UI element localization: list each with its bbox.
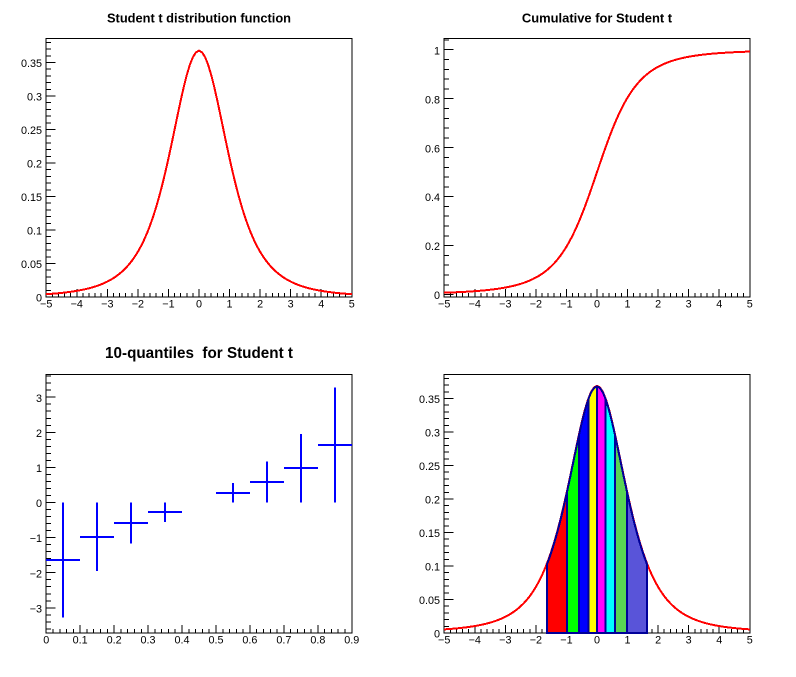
svg-text:4: 4	[716, 299, 722, 311]
svg-text:0.25: 0.25	[21, 125, 42, 137]
svg-text:0.7: 0.7	[276, 635, 291, 647]
svg-text:−5: −5	[438, 635, 450, 647]
svg-text:0.15: 0.15	[21, 192, 42, 204]
svg-text:0.2: 0.2	[425, 241, 440, 253]
svg-text:1: 1	[625, 635, 631, 647]
svg-text:10-quantiles for Student t: 10-quantiles for Student t	[105, 345, 293, 362]
svg-text:−2: −2	[132, 299, 144, 311]
svg-text:0: 0	[36, 498, 42, 510]
svg-text:−1: −1	[560, 635, 572, 647]
svg-text:0.8: 0.8	[425, 94, 440, 106]
svg-text:1: 1	[625, 299, 631, 311]
svg-text:0.15: 0.15	[419, 528, 440, 540]
svg-text:−5: −5	[438, 299, 450, 311]
svg-text:Cumulative for Student t: Cumulative for Student t	[522, 10, 673, 25]
svg-text:3: 3	[36, 393, 42, 405]
svg-text:0.35: 0.35	[419, 394, 440, 406]
svg-text:0.05: 0.05	[419, 595, 440, 607]
svg-text:−3: −3	[499, 635, 511, 647]
svg-text:Student t distribution functio: Student t distribution function	[107, 10, 291, 25]
svg-text:0.35: 0.35	[21, 58, 42, 70]
svg-text:−1: −1	[560, 299, 572, 311]
svg-text:−2: −2	[530, 299, 542, 311]
svg-text:1: 1	[227, 299, 233, 311]
svg-text:−4: −4	[71, 299, 83, 311]
svg-text:5: 5	[349, 299, 355, 311]
svg-text:0.25: 0.25	[419, 461, 440, 473]
svg-text:0.4: 0.4	[425, 192, 440, 204]
svg-text:2: 2	[36, 428, 42, 440]
svg-text:0.1: 0.1	[425, 562, 440, 574]
svg-text:0.9: 0.9	[344, 635, 359, 647]
svg-text:−3: −3	[101, 299, 113, 311]
svg-text:2: 2	[655, 299, 661, 311]
svg-text:−3: −3	[30, 603, 42, 615]
svg-text:0.6: 0.6	[425, 143, 440, 155]
svg-text:0: 0	[434, 290, 440, 302]
svg-text:0.1: 0.1	[73, 635, 88, 647]
svg-text:5: 5	[747, 299, 753, 311]
svg-text:0.05: 0.05	[21, 259, 42, 271]
svg-text:0.5: 0.5	[208, 635, 223, 647]
svg-text:−4: −4	[469, 299, 481, 311]
svg-text:1: 1	[434, 45, 440, 57]
svg-text:2: 2	[655, 635, 661, 647]
svg-text:3: 3	[288, 299, 294, 311]
svg-text:0.2: 0.2	[107, 635, 122, 647]
svg-text:3: 3	[686, 299, 692, 311]
svg-text:0.2: 0.2	[425, 495, 440, 507]
svg-text:0.3: 0.3	[141, 635, 156, 647]
svg-text:0.3: 0.3	[27, 92, 42, 104]
svg-text:−3: −3	[499, 299, 511, 311]
svg-text:2: 2	[257, 299, 263, 311]
svg-text:−5: −5	[40, 299, 52, 311]
svg-text:4: 4	[716, 635, 722, 647]
svg-text:0: 0	[594, 299, 600, 311]
svg-text:1: 1	[36, 463, 42, 475]
svg-text:4: 4	[318, 299, 324, 311]
svg-text:−2: −2	[530, 635, 542, 647]
svg-text:0: 0	[43, 635, 49, 647]
svg-text:−1: −1	[162, 299, 174, 311]
svg-text:−1: −1	[30, 533, 42, 545]
svg-text:0.3: 0.3	[425, 428, 440, 440]
svg-text:0.8: 0.8	[310, 635, 325, 647]
svg-text:0.4: 0.4	[175, 635, 190, 647]
svg-text:5: 5	[747, 635, 753, 647]
svg-text:0.6: 0.6	[242, 635, 257, 647]
svg-text:0.1: 0.1	[27, 226, 42, 238]
svg-text:0: 0	[434, 629, 440, 641]
svg-text:3: 3	[686, 635, 692, 647]
svg-text:−2: −2	[30, 568, 42, 580]
svg-text:−4: −4	[469, 635, 481, 647]
svg-text:0: 0	[594, 635, 600, 647]
svg-text:0: 0	[196, 299, 202, 311]
svg-text:0: 0	[36, 293, 42, 305]
svg-text:0.2: 0.2	[27, 159, 42, 171]
